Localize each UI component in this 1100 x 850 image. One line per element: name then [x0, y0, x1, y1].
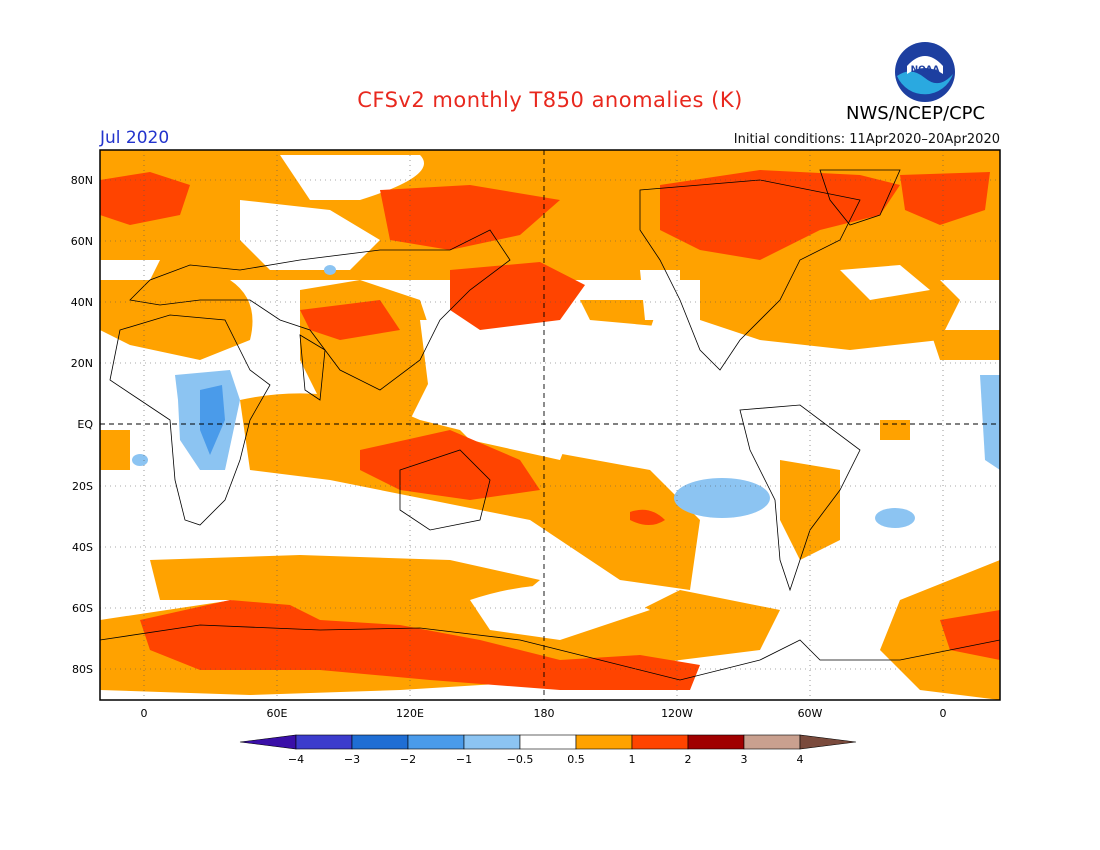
lon-tick-label: 0 — [141, 707, 148, 720]
lat-lon-grid — [100, 150, 1000, 700]
valid-month-label: Jul 2020 — [100, 128, 170, 148]
lat-tick-label: 20S — [72, 480, 93, 493]
neutral-anomaly-areas — [100, 155, 930, 640]
lat-tick-label: 20N — [71, 357, 93, 370]
map-frame — [99, 149, 1001, 701]
lon-tick-label: 60W — [798, 707, 823, 720]
lat-tick-label: 80N — [71, 174, 93, 187]
coastlines — [100, 169, 1000, 681]
lat-tick-label: EQ — [77, 418, 93, 431]
lat-tick-label: 40N — [71, 296, 93, 309]
longitude-axis: 0 60E 120E 180 120W 60W 0 — [141, 707, 947, 720]
lat-tick-label: 60S — [72, 602, 93, 615]
noaa-logo: NOAA — [895, 42, 955, 102]
svg-text:NOAA: NOAA — [911, 65, 940, 75]
lon-tick-label: 120E — [396, 707, 424, 720]
equator-dateline — [100, 150, 1000, 700]
lon-tick-label: 180 — [534, 707, 555, 720]
lat-tick-label: 40S — [72, 541, 93, 554]
moderate-cool-anomaly-areas — [200, 385, 225, 455]
latitude-axis: 80N 60N 40N 20N EQ 20S 40S 60S 80S — [71, 174, 94, 676]
chart-title: CFSv2 monthly T850 anomalies (K) — [357, 88, 743, 112]
initial-conditions-label: Initial conditions: 11Apr2020–20Apr2020 — [733, 132, 1000, 147]
lon-tick-label: 120W — [661, 707, 693, 720]
lon-tick-label: 0 — [940, 707, 947, 720]
lon-tick-label: 60E — [267, 707, 288, 720]
moderate-warm-anomaly-areas — [100, 170, 1000, 690]
lat-tick-label: 80S — [72, 663, 93, 676]
agency-label: NWS/NCEP/CPC — [846, 103, 986, 124]
lat-tick-label: 60N — [71, 235, 93, 248]
